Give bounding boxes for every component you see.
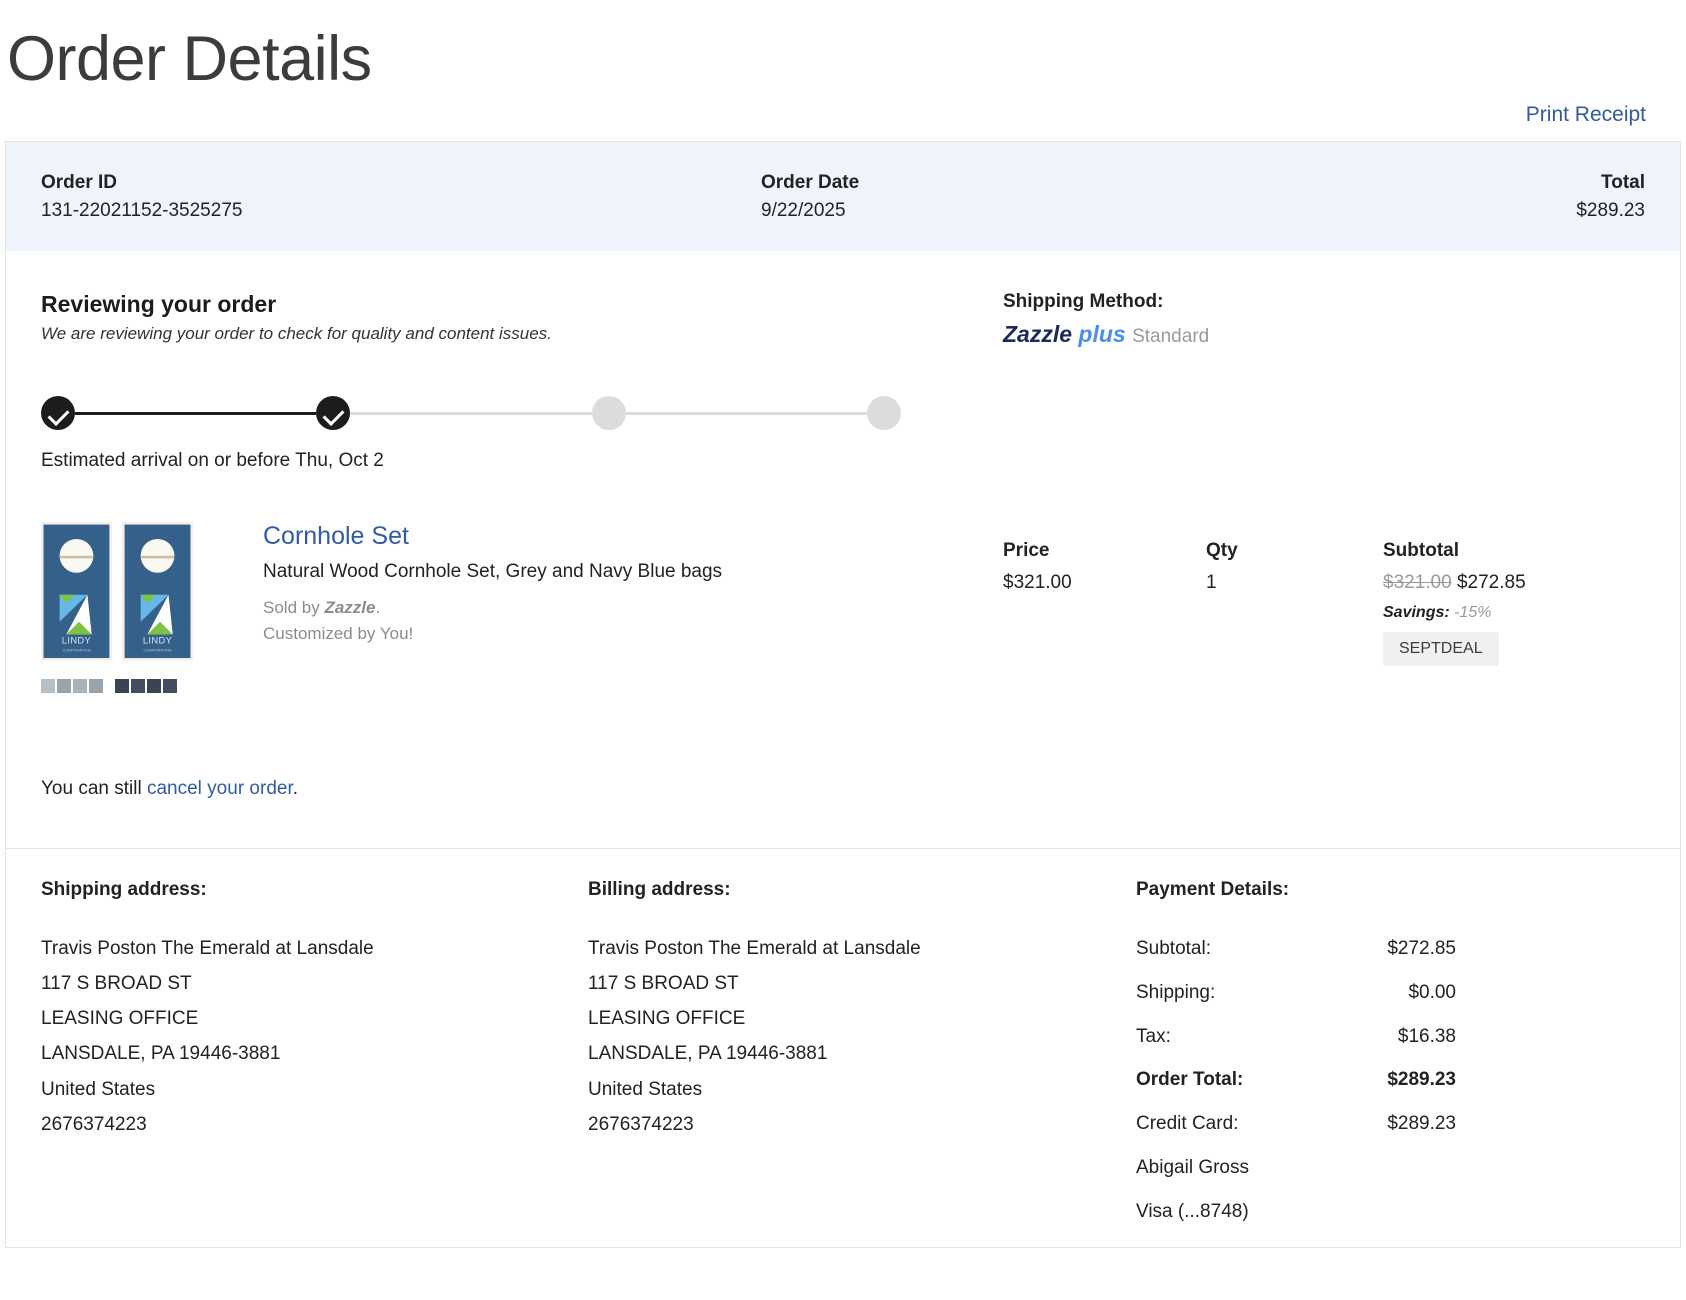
svg-text:LINDY: LINDY — [62, 636, 91, 646]
svg-text:CORPORATION: CORPORATION — [62, 648, 90, 652]
svg-text:CORPORATION: CORPORATION — [144, 648, 172, 652]
svg-text:LINDY: LINDY — [143, 636, 172, 646]
